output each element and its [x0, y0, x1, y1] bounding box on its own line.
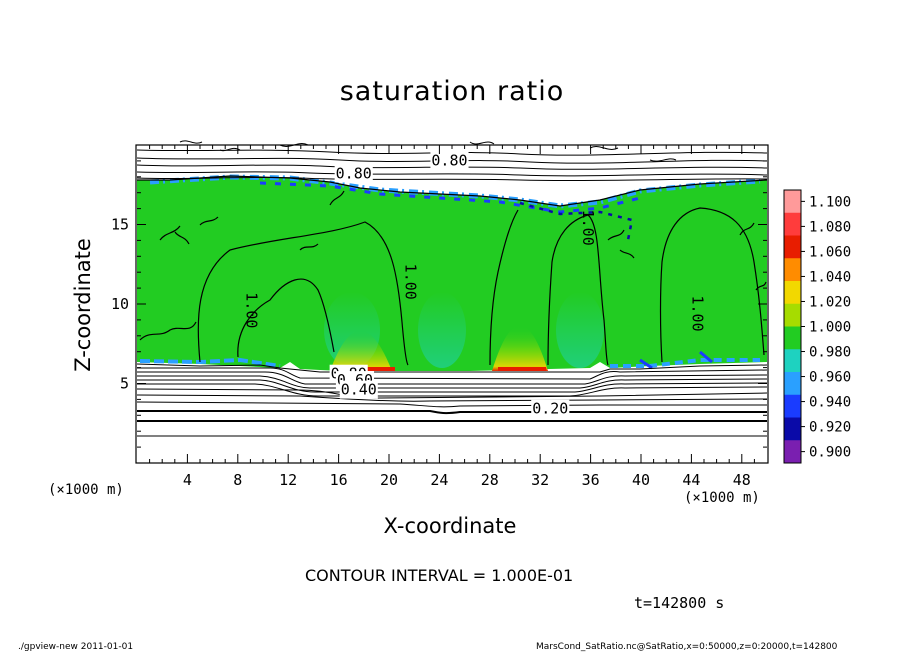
contour-label: 0.20	[532, 400, 568, 418]
colorbar-label: 0.900	[809, 445, 851, 461]
subsaturated-fringe	[519, 201, 634, 241]
colorbar-swatch	[784, 235, 801, 259]
y-tick-label: 10	[111, 295, 129, 313]
footer-source: MarsCond_SatRatio.nc@SatRatio,x=0:50000,…	[536, 642, 838, 652]
contour-top-boundary	[137, 175, 768, 207]
y-tick-label: 15	[111, 216, 129, 234]
contour-interval-note: CONTOUR INTERVAL = 1.000E-01	[305, 566, 574, 585]
x-tick-label: 24	[430, 471, 448, 489]
contour-label-background	[334, 164, 373, 183]
x-tick-label: 44	[682, 471, 700, 489]
colorbar-label: 1.060	[809, 244, 851, 260]
colorbar-swatch	[784, 326, 801, 350]
x-axis-label: X-coordinate	[383, 514, 517, 538]
x-tick-label: 28	[481, 471, 499, 489]
colorbar-swatch	[784, 190, 801, 214]
colorbar-label: 1.080	[809, 219, 851, 235]
chart-title: saturation ratio	[339, 76, 565, 107]
supersaturated-hump	[492, 325, 548, 371]
colorbar-label: 1.100	[809, 194, 851, 210]
lower-contours-bold	[137, 410, 767, 422]
x-tick-label: 12	[279, 471, 297, 489]
colorbar-label: 0.960	[809, 370, 851, 386]
colorbar-swatch	[784, 372, 801, 396]
colorbar-swatch	[784, 394, 801, 418]
x-tick-label: 20	[380, 471, 398, 489]
contour-label-background	[531, 399, 570, 418]
colorbar-label: 1.020	[809, 294, 851, 310]
colorbar-label: 0.940	[809, 395, 851, 411]
time-stamp: t=142800 s	[634, 594, 725, 612]
footer-program: ./gpview-new 2011-01-01	[18, 642, 134, 652]
y-axis: 5 10 15	[111, 160, 767, 448]
cool-region	[556, 292, 604, 368]
contour-label: 1.00	[243, 292, 261, 328]
y-tick-label: 5	[120, 375, 129, 393]
contour-label: 0.80	[431, 152, 467, 170]
x-unit-label: (×1000 m)	[684, 490, 760, 506]
contour-label: 0.80	[336, 164, 372, 182]
colorbar-label: 0.980	[809, 345, 851, 361]
x-axis: 4 8 12 16 20 24 28 32 36 40 44 48	[149, 145, 755, 489]
contour-label-background	[339, 380, 378, 399]
subsaturated-fringe	[259, 181, 641, 214]
x-tick-label: 8	[233, 471, 242, 489]
colorbar-label: 0.920	[809, 420, 851, 436]
subsaturated-fringe	[139, 357, 281, 368]
colorbar-swatch	[784, 417, 801, 441]
colorbar-swatch	[784, 303, 801, 327]
x-tick-label: 16	[330, 471, 348, 489]
lower-contours	[136, 363, 768, 408]
contour-label: 1.00	[579, 210, 597, 246]
contour-1-00	[139, 190, 767, 366]
supersaturated-band	[498, 367, 546, 371]
supersaturated-hump	[330, 330, 392, 371]
colorbar-swatch	[784, 281, 801, 305]
contour-label-background	[430, 151, 469, 170]
x-unit-label: (×1000 m)	[48, 482, 124, 498]
x-tick-label: 40	[632, 471, 650, 489]
subsaturated-fringe	[639, 350, 713, 370]
contour-label: 0.40	[341, 381, 377, 399]
contour-label: 1.00	[401, 264, 419, 300]
contour-label: 1.00	[689, 295, 707, 331]
colorbar-swatch	[784, 258, 801, 282]
colorbar: 1.100 1.080 1.060 1.040 1.020 1.000 0.980 0.960…	[783, 189, 851, 464]
colorbar-label: 1.040	[809, 269, 851, 285]
subsaturated-fringe	[610, 358, 760, 368]
saturated-region	[137, 176, 767, 371]
x-tick-label: 32	[531, 471, 549, 489]
colorbar-swatch	[784, 212, 801, 236]
colorbar-label: 1.000	[809, 320, 851, 336]
colorbar-swatch	[784, 440, 801, 464]
x-tick-label: 48	[733, 471, 751, 489]
contour-labels: 0.800.801.001.001.001.000.800.600.400.20	[243, 151, 707, 418]
x-tick-label: 4	[183, 471, 192, 489]
colorbar-swatch	[784, 349, 801, 373]
x-tick-label: 36	[582, 471, 600, 489]
cool-region	[418, 292, 466, 368]
y-axis-label: Z-coordinate	[71, 238, 95, 372]
